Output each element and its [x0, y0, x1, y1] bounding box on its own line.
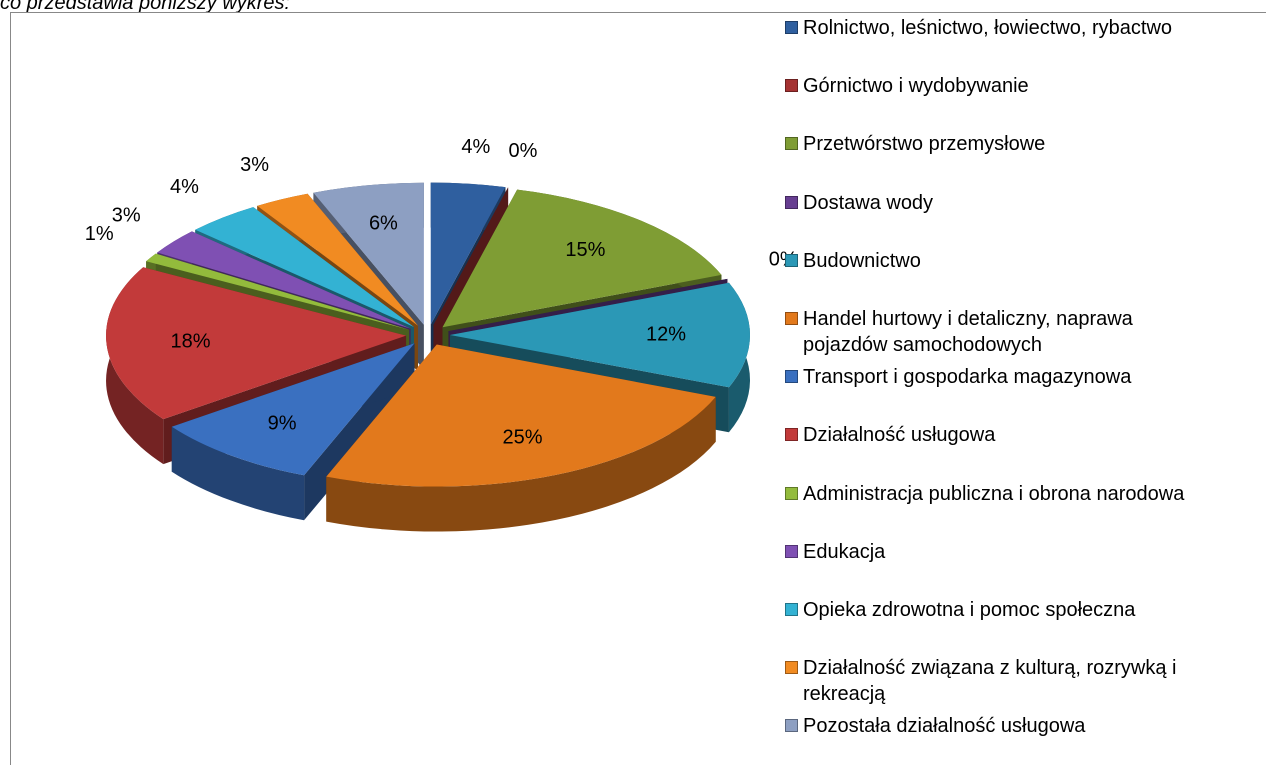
legend-item: Budownictwo — [785, 248, 1205, 274]
legend-item: Działalność związana z kulturą, rozrywką… — [785, 655, 1205, 707]
slice-top — [430, 182, 506, 325]
legend-swatch — [785, 253, 798, 267]
legend-item: Transport i gospodarka magazynowa — [785, 364, 1205, 390]
data-label: 3% — [240, 154, 269, 176]
legend-swatch — [785, 486, 798, 500]
slice-top — [195, 207, 414, 327]
legend-label: Działalność usługowa — [803, 424, 996, 447]
slice-top — [146, 253, 410, 330]
slice-top — [313, 182, 424, 325]
legend-label: Rolnictwo, leśnictwo, łowiectwo, rybactw… — [803, 17, 1173, 39]
legend-swatch — [785, 661, 798, 675]
legend-item: Działalność usługowa — [785, 422, 1205, 448]
legend-label: Pozostała działalność usługowa — [803, 715, 1086, 738]
slice-wall — [171, 426, 305, 521]
data-label: 3% — [112, 204, 141, 226]
legend-label: Handel hurtowy i detaliczny, naprawa poj… — [803, 308, 1133, 356]
legend-swatch — [785, 312, 798, 325]
data-label: 25% — [503, 427, 543, 449]
slice-wall — [326, 396, 716, 532]
legend-swatch — [785, 137, 798, 151]
slice-top — [171, 343, 415, 476]
legend-item: Dostawa wody — [785, 190, 1205, 216]
legend-item: Pozostała działalność usługowa — [785, 713, 1205, 739]
slice-top — [106, 267, 407, 420]
slice-top — [257, 193, 419, 326]
legend-label: Opieka zdrowotna i pomoc społeczna — [803, 599, 1136, 621]
legend-item: Administracja publiczna i obrona narodow… — [785, 481, 1205, 507]
legend-label: Transport i gospodarka magazynowa — [803, 366, 1132, 389]
legend-label: Działalność związana z kulturą, rozrywką… — [803, 657, 1177, 706]
legend-swatch — [785, 544, 798, 558]
legend-swatch — [785, 21, 798, 34]
legend-item: Przetwórstwo przemysłowe — [785, 131, 1205, 157]
legend-label: Przetwórstwo przemysłowe — [803, 133, 1046, 156]
slice-top — [326, 344, 716, 487]
legend-item: Rolnictwo, leśnictwo, łowiectwo, rybactw… — [785, 15, 1205, 41]
legend-item: Górnictwo i wydobywanie — [785, 73, 1205, 99]
slice-top — [157, 231, 411, 329]
data-label: 12% — [646, 323, 686, 345]
data-label: 1% — [85, 223, 114, 245]
legend-swatch — [785, 603, 798, 616]
data-label: 6% — [369, 213, 398, 235]
slice-top — [450, 282, 750, 388]
legend-label: Administracja publiczna i obrona narodow… — [803, 482, 1185, 505]
legend-swatch — [785, 428, 798, 442]
data-label: 4% — [170, 176, 199, 198]
data-label: 4% — [461, 136, 490, 158]
slice — [326, 344, 716, 532]
legend-swatch — [785, 79, 798, 93]
data-label: 0% — [509, 140, 538, 162]
chart-frame — [10, 12, 1266, 765]
legend-item: Opieka zdrowotna i pomoc społeczna — [785, 597, 1205, 623]
legend-label: Edukacja — [803, 540, 886, 563]
legend-label: Budownictwo — [803, 249, 921, 272]
data-label: 15% — [565, 239, 605, 261]
data-label: 9% — [268, 412, 297, 434]
caption: co przedstawia poniższy wykres: — [0, 0, 291, 14]
legend-item: Handel hurtowy i detaliczny, naprawa poj… — [785, 306, 1205, 358]
legend-label: Dostawa wody — [803, 191, 934, 214]
legend-label: Górnictwo i wydobywanie — [803, 75, 1029, 98]
legend-swatch — [785, 195, 798, 209]
data-label: 18% — [170, 330, 210, 352]
legend-item: Edukacja — [785, 539, 1205, 565]
legend-swatch — [785, 370, 798, 384]
legend-swatch — [785, 719, 798, 733]
slice-top — [442, 189, 722, 328]
